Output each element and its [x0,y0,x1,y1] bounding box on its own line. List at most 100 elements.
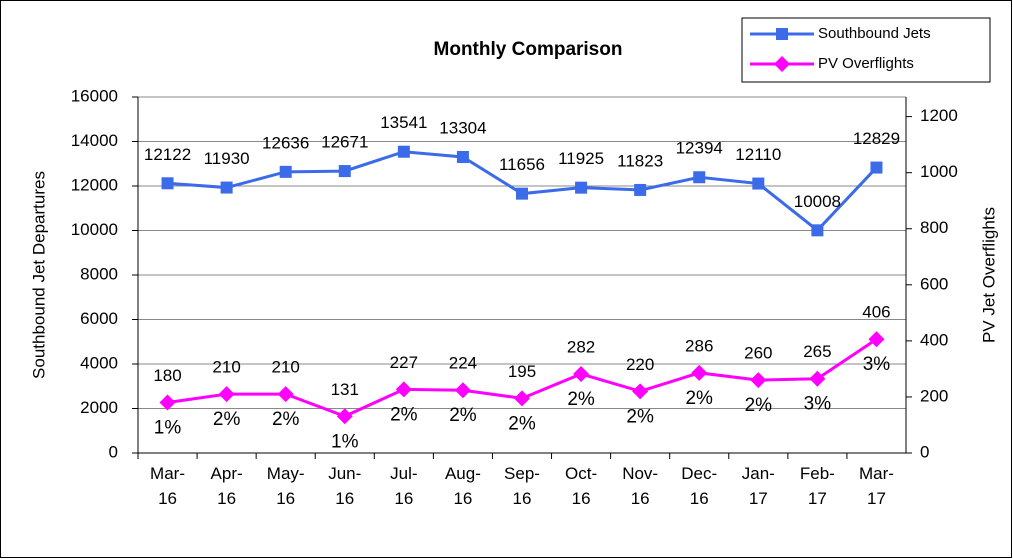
x-tick-label: Feb-17 [800,464,835,508]
marker [750,372,767,389]
y2-tick-label: 200 [920,386,948,405]
data-label: 13304 [439,118,486,137]
percent-label: 1% [331,431,359,452]
y-tick-label: 4000 [80,353,118,372]
data-label: 12122 [144,145,191,164]
x-tick-label: Jan-17 [742,464,775,508]
marker [573,365,590,382]
y-tick-label: 6000 [80,309,118,328]
x-tick-label: Mar-16 [150,464,185,508]
data-label: 11925 [558,149,604,168]
x-tick-label: Jun-16 [328,464,361,508]
data-label: 210 [272,358,300,377]
chart-title: Monthly Comparison [434,39,623,60]
data-label: 12671 [321,133,368,152]
marker [809,370,826,387]
y2-tick-label: 1000 [920,162,958,181]
marker [691,364,708,381]
data-label: 12394 [676,139,723,158]
data-label: 12829 [853,129,900,148]
marker [395,381,412,398]
y-tick-label: 10000 [71,220,118,239]
x-tick-label: Jul-16 [390,464,417,508]
y-tick-label: 0 [109,442,118,461]
percent-label: 3% [804,394,832,415]
y2-tick-label: 0 [920,442,929,461]
data-label: 11823 [617,151,663,170]
data-label: 12636 [262,133,309,152]
legend-label: Southbound Jets [818,25,931,42]
x-tick-label: Oct-16 [565,464,597,508]
data-label: 131 [331,380,359,399]
y-tick-label: 14000 [71,131,118,150]
percent-label: 3% [863,354,891,375]
x-tick-label: Mar-17 [859,464,894,508]
marker [456,150,469,163]
marker [159,394,176,411]
marker [868,331,885,348]
percent-label: 2% [272,409,300,430]
data-label: 12110 [735,145,781,164]
marker [514,390,530,407]
data-label: 180 [153,366,181,385]
marker [575,181,588,194]
marker [516,187,528,200]
marker [870,161,883,174]
data-label: 224 [449,354,477,373]
data-label: 220 [626,355,654,374]
y-tick-label: 16000 [71,86,118,105]
y-tick-label: 2000 [80,398,118,417]
data-label: 260 [744,344,772,363]
marker [277,386,294,403]
legend-label: PV Overflights [818,55,914,72]
data-label: 11930 [204,149,250,168]
marker [218,386,235,403]
marker [161,177,174,190]
marker [338,165,351,178]
x-tick-label: Apr-16 [211,464,243,508]
percent-label: 2% [390,404,418,425]
data-label: 406 [862,303,890,322]
x-tick-label: Aug-16 [445,464,481,508]
data-label: 210 [212,358,240,377]
y2-tick-label: 1200 [920,106,958,125]
marker [397,145,410,158]
percent-label: 2% [626,406,654,427]
marker [454,382,471,399]
legend-marker [774,56,790,72]
y2-tick-label: 600 [920,274,948,293]
marker [811,224,824,237]
marker [693,171,706,184]
percent-label: 2% [213,409,241,430]
marker [279,165,292,178]
marker [752,177,765,190]
data-label: 227 [390,353,418,372]
percent-label: 2% [685,388,713,409]
x-tick-label: Nov-16 [622,464,658,508]
marker [634,183,647,196]
percent-label: 2% [567,389,595,410]
data-label: 10008 [794,192,841,211]
percent-label: 2% [508,413,536,434]
data-label: 13541 [380,113,427,132]
percent-label: 2% [449,405,477,426]
y2-tick-label: 800 [920,218,948,237]
marker [220,181,233,194]
percent-label: 1% [154,418,182,439]
y2-axis-title: PV Jet Overflights [979,207,998,343]
x-tick-label: May-16 [267,464,305,508]
data-label: 195 [508,362,536,381]
y2-tick-label: 400 [920,330,948,349]
y-tick-label: 8000 [80,264,118,283]
marker [632,383,649,400]
x-tick-label: Dec-16 [681,464,717,508]
data-label: 282 [567,337,595,356]
percent-label: 2% [745,395,773,416]
legend-marker [776,28,788,40]
y-axis-title: Southbound Jet Departures [29,171,48,379]
data-label: 265 [803,342,831,361]
y-tick-label: 12000 [71,175,118,194]
marker [336,408,353,425]
